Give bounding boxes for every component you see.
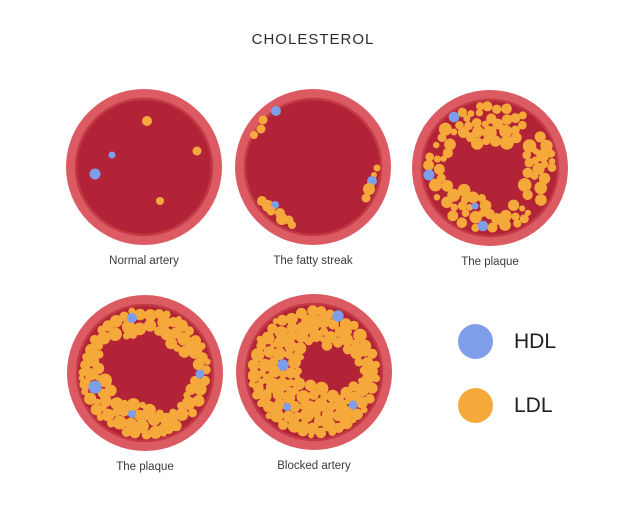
legend-item-ldl: LDL xyxy=(458,388,556,423)
page-title: CHOLESTEROL xyxy=(251,31,375,48)
artery-caption: Blocked artery xyxy=(277,460,351,472)
artery-caption: The plaque xyxy=(461,256,519,268)
artery-cross-section xyxy=(235,89,391,245)
artery-plaque-advanced: The plaque xyxy=(67,295,223,473)
artery-cross-section xyxy=(66,89,222,245)
artery-caption: The fatty streak xyxy=(273,255,353,267)
ldl-swatch-icon xyxy=(458,388,493,423)
legend-item-hdl: HDL xyxy=(458,324,556,359)
artery-blocked: Blocked artery xyxy=(236,294,392,472)
legend-label-hdl: HDL xyxy=(514,329,557,353)
artery-normal: Normal artery xyxy=(66,89,222,267)
artery-cross-section xyxy=(412,90,568,246)
artery-caption: Normal artery xyxy=(109,255,179,267)
artery-cross-section xyxy=(236,294,392,450)
artery-caption: The plaque xyxy=(116,461,174,473)
artery-fatty-streak: The fatty streak xyxy=(235,89,391,267)
legend: HDL LDL xyxy=(458,324,556,452)
legend-label-ldl: LDL xyxy=(514,393,553,417)
artery-cross-section xyxy=(67,295,223,451)
artery-plaque-early: The plaque xyxy=(412,90,568,268)
hdl-swatch-icon xyxy=(458,324,493,359)
